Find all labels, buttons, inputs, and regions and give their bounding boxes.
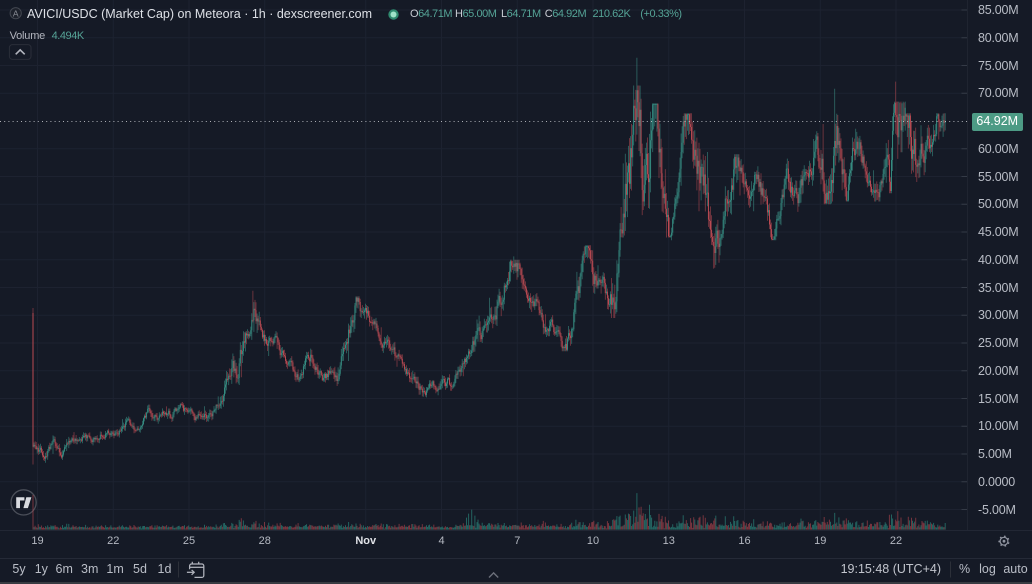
svg-text:A: A <box>13 9 19 19</box>
